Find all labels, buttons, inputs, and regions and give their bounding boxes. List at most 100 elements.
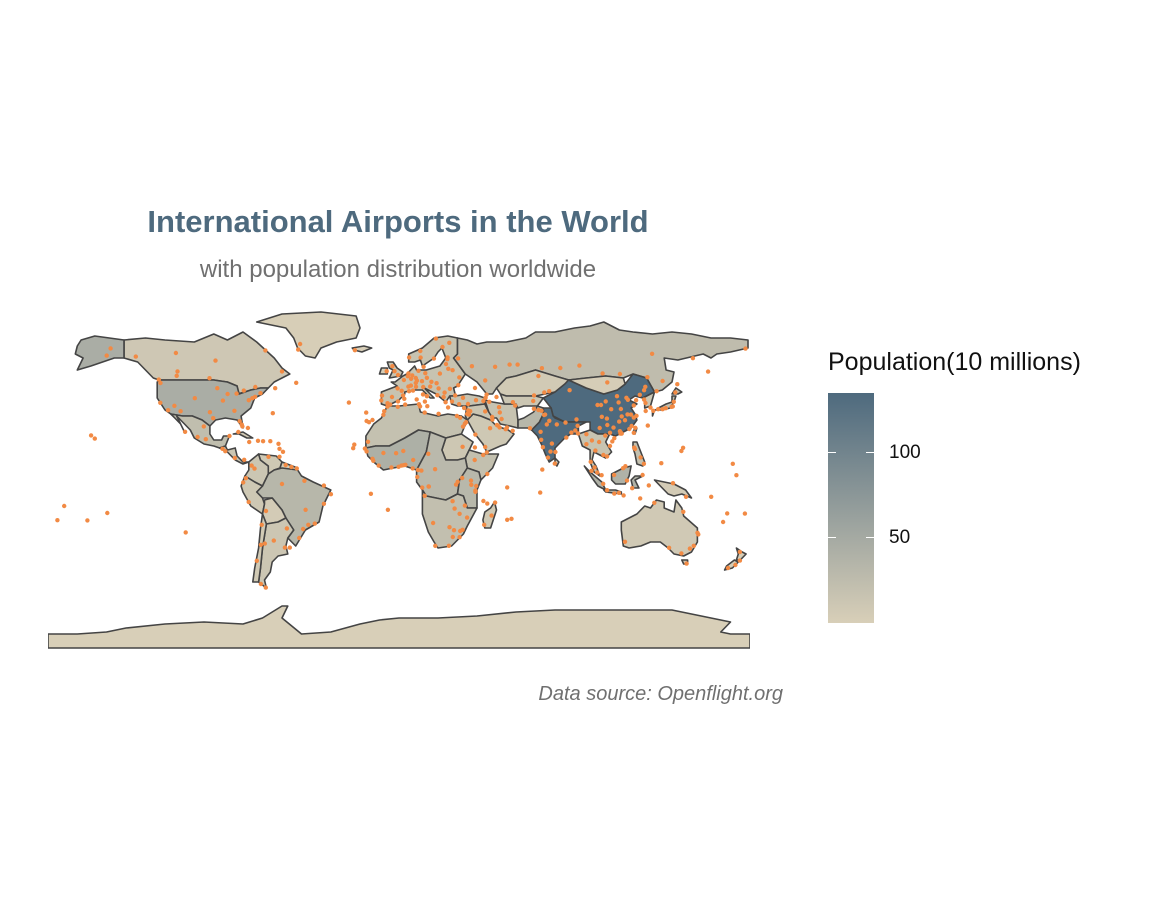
airport-point	[469, 364, 475, 369]
airport-point	[283, 462, 288, 468]
airport-point	[182, 429, 188, 434]
airport-point	[289, 464, 294, 470]
airport-point	[201, 424, 206, 429]
airport-point	[406, 389, 412, 394]
airport-point	[552, 461, 557, 466]
airport-point	[503, 427, 508, 432]
airport-point	[492, 500, 498, 505]
airport-point	[220, 398, 226, 403]
airport-point	[352, 348, 358, 353]
airport-point	[645, 423, 650, 428]
airport-point	[440, 344, 445, 350]
airport-point	[603, 399, 608, 404]
airport-point	[420, 485, 425, 490]
airport-point	[192, 396, 197, 401]
airport-point	[246, 398, 251, 403]
airport-point	[589, 438, 595, 443]
airport-point	[207, 410, 213, 415]
airport-point	[680, 445, 686, 450]
airport-point	[258, 542, 264, 547]
airport-point	[633, 398, 639, 403]
airport-point	[618, 406, 624, 412]
airport-point	[659, 461, 664, 466]
airport-point	[92, 436, 97, 441]
world-map	[48, 311, 750, 649]
airport-point	[234, 391, 239, 396]
airport-point	[328, 492, 334, 497]
airport-point	[410, 388, 416, 393]
country-australia	[620, 499, 699, 557]
airport-point	[457, 535, 462, 540]
legend-tick-label: 100	[889, 441, 921, 463]
airport-point	[294, 380, 299, 385]
airport-point	[389, 394, 395, 400]
airport-point	[395, 372, 401, 378]
airport-point	[564, 435, 569, 440]
airport-point	[531, 398, 536, 404]
airport-point	[611, 425, 616, 430]
airport-point	[595, 470, 600, 475]
airport-point	[691, 543, 696, 548]
airport-point	[725, 511, 730, 516]
airport-point	[690, 356, 696, 361]
airport-point	[481, 452, 486, 458]
airport-point	[605, 380, 610, 385]
airport-point	[108, 346, 113, 351]
airport-point	[426, 451, 431, 456]
airport-point	[415, 474, 420, 480]
airport-point	[687, 546, 693, 551]
airport-point	[473, 432, 478, 437]
airport-point	[443, 361, 449, 367]
airport-point	[612, 491, 617, 496]
airport-point	[684, 561, 689, 566]
airport-point	[617, 371, 623, 377]
airport-point	[254, 558, 259, 563]
airport-point	[604, 454, 610, 459]
airport-point	[643, 408, 648, 414]
airport-point	[649, 351, 655, 356]
airport-point	[428, 384, 433, 389]
airport-point	[485, 501, 490, 506]
airport-point	[425, 404, 430, 409]
airport-point	[408, 383, 414, 388]
airport-point	[245, 425, 251, 431]
airport-point	[237, 419, 242, 424]
airport-point	[158, 380, 163, 386]
airport-point	[601, 452, 606, 458]
airport-point	[638, 455, 643, 460]
airport-point	[55, 518, 60, 523]
airport-point	[382, 409, 387, 414]
airport-point	[268, 439, 273, 444]
airport-point	[381, 412, 386, 417]
airport-point	[616, 490, 622, 495]
airport-point	[625, 397, 631, 402]
airport-point	[312, 521, 317, 526]
airport-point	[605, 422, 610, 428]
airport-point	[600, 371, 605, 376]
airport-point	[395, 399, 401, 404]
airport-point	[452, 506, 457, 511]
country-new-zealand	[735, 547, 747, 561]
airport-point	[599, 414, 604, 419]
airport-point	[469, 482, 474, 487]
airport-point	[424, 394, 430, 399]
airport-point	[496, 405, 502, 410]
legend-title: Population(10 millions)	[828, 348, 1081, 376]
airport-point	[709, 494, 714, 499]
airport-point	[588, 459, 593, 464]
airport-point	[468, 409, 473, 414]
airport-point	[271, 538, 276, 543]
airport-point	[445, 357, 450, 362]
airport-point	[569, 430, 574, 435]
airport-point	[297, 341, 303, 347]
airport-point	[195, 434, 200, 440]
airport-point	[442, 390, 447, 395]
airport-point	[294, 466, 299, 471]
airport-point	[461, 405, 467, 411]
airport-point	[178, 409, 183, 414]
airport-point	[414, 397, 419, 402]
airport-point	[419, 468, 424, 473]
airport-point	[549, 441, 555, 446]
airport-point	[263, 348, 268, 353]
airport-point	[436, 411, 441, 416]
